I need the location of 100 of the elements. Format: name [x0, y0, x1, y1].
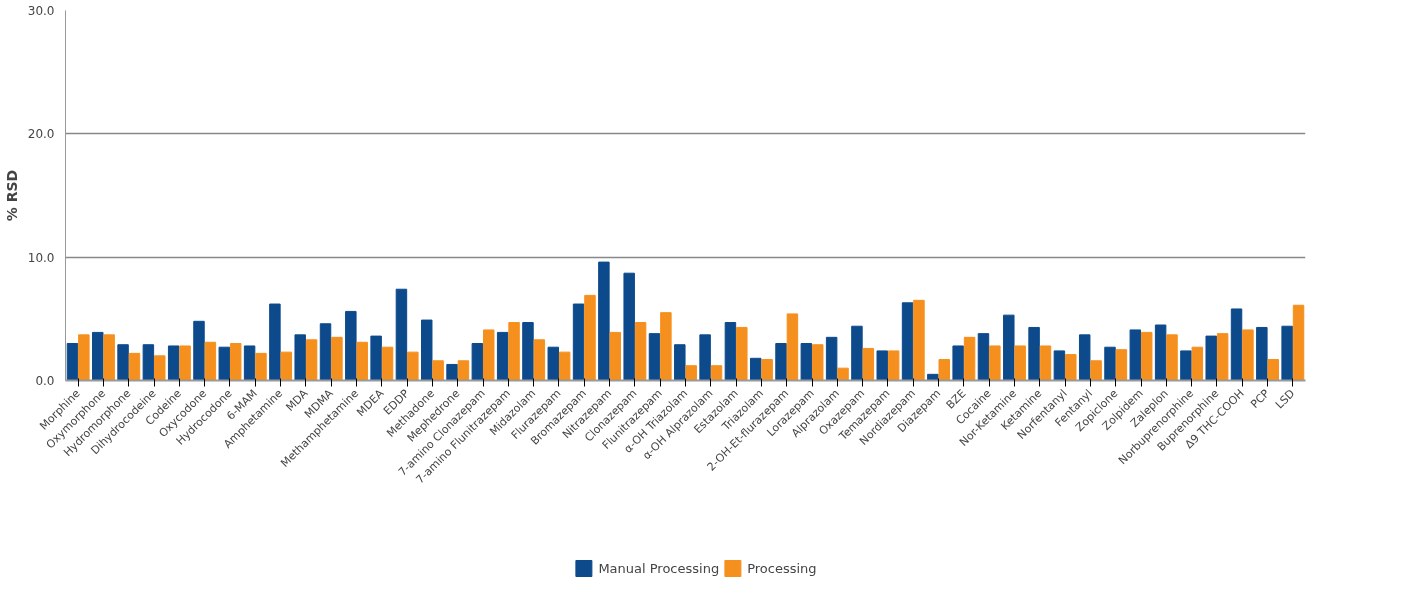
bar — [294, 334, 306, 381]
bar — [1003, 314, 1015, 381]
bar — [1242, 329, 1254, 381]
bar — [901, 302, 914, 381]
bar — [193, 320, 205, 381]
bar — [229, 343, 242, 381]
bar — [1039, 345, 1052, 381]
bar — [117, 344, 129, 381]
bar — [154, 355, 166, 381]
bar — [179, 345, 191, 381]
bar — [913, 299, 925, 381]
bar — [786, 313, 799, 381]
bar — [370, 335, 382, 381]
bar — [1191, 346, 1204, 381]
bar — [1281, 325, 1293, 381]
bar — [1256, 326, 1268, 381]
bar — [319, 323, 332, 381]
bar — [825, 336, 838, 381]
y-tick-label: 30.0 — [27, 4, 55, 18]
bar — [584, 294, 596, 381]
bar — [356, 341, 368, 381]
y-tick-label: 10.0 — [27, 250, 55, 265]
bar — [432, 360, 444, 381]
bar — [1129, 329, 1142, 381]
bar — [1090, 360, 1102, 381]
bar — [1216, 333, 1229, 381]
bar — [674, 344, 686, 381]
bar — [749, 357, 762, 381]
bar — [685, 365, 697, 381]
bar — [547, 346, 560, 381]
bar — [634, 322, 647, 381]
bar — [446, 363, 458, 381]
bar — [255, 352, 267, 381]
bar — [381, 346, 394, 381]
y-tick-label: 20.0 — [27, 127, 55, 142]
bar — [837, 367, 849, 381]
legend-label: Manual Processing — [598, 560, 720, 576]
bar — [660, 312, 672, 381]
bar — [963, 336, 976, 381]
bar — [269, 303, 281, 381]
bar — [1078, 334, 1091, 381]
bar — [66, 343, 79, 381]
bar — [1180, 350, 1192, 381]
bar — [811, 344, 824, 381]
bar — [243, 345, 256, 381]
bar — [92, 331, 104, 381]
bar — [305, 339, 318, 381]
bar — [1154, 324, 1167, 381]
bar — [103, 334, 115, 381]
bar — [851, 325, 863, 381]
bar — [1267, 359, 1279, 381]
bar — [204, 341, 217, 381]
bar — [331, 336, 343, 381]
bar — [496, 331, 509, 381]
y-axis-title: % RSD — [3, 169, 20, 222]
bar — [522, 322, 534, 381]
y-tick-label: 0.0 — [35, 374, 55, 388]
bar — [1014, 345, 1026, 381]
bar — [724, 322, 737, 381]
bar — [977, 333, 990, 381]
bar — [142, 344, 155, 381]
bar — [1104, 346, 1116, 381]
bar — [598, 261, 610, 381]
bar — [938, 359, 950, 381]
bar — [218, 346, 231, 381]
bar — [558, 351, 571, 381]
bar — [623, 272, 635, 381]
bar — [508, 322, 520, 381]
bar — [862, 347, 875, 381]
bar — [1115, 349, 1128, 381]
bar — [78, 334, 90, 381]
bar — [1205, 335, 1217, 381]
bar — [761, 359, 773, 381]
bar — [395, 288, 408, 381]
bar — [648, 333, 661, 381]
bar — [1065, 354, 1077, 381]
bar — [1166, 334, 1178, 381]
bar — [457, 360, 470, 381]
legend-label: Processing — [747, 560, 817, 576]
bar — [1230, 308, 1243, 381]
bar — [887, 350, 900, 381]
bar — [609, 331, 622, 381]
bar — [775, 343, 787, 381]
bar — [533, 339, 546, 381]
bar — [280, 351, 293, 381]
bar — [699, 334, 711, 381]
bar — [1140, 331, 1153, 381]
bar — [407, 351, 419, 381]
bar — [483, 329, 495, 381]
bar — [1028, 326, 1040, 381]
bar — [736, 326, 748, 381]
bar — [710, 365, 723, 381]
bar — [952, 345, 964, 381]
bar — [471, 343, 484, 381]
bar — [572, 303, 585, 381]
bar — [345, 310, 357, 381]
bar — [128, 352, 141, 381]
bar — [876, 350, 888, 381]
bar — [800, 343, 813, 381]
bar — [421, 319, 433, 381]
